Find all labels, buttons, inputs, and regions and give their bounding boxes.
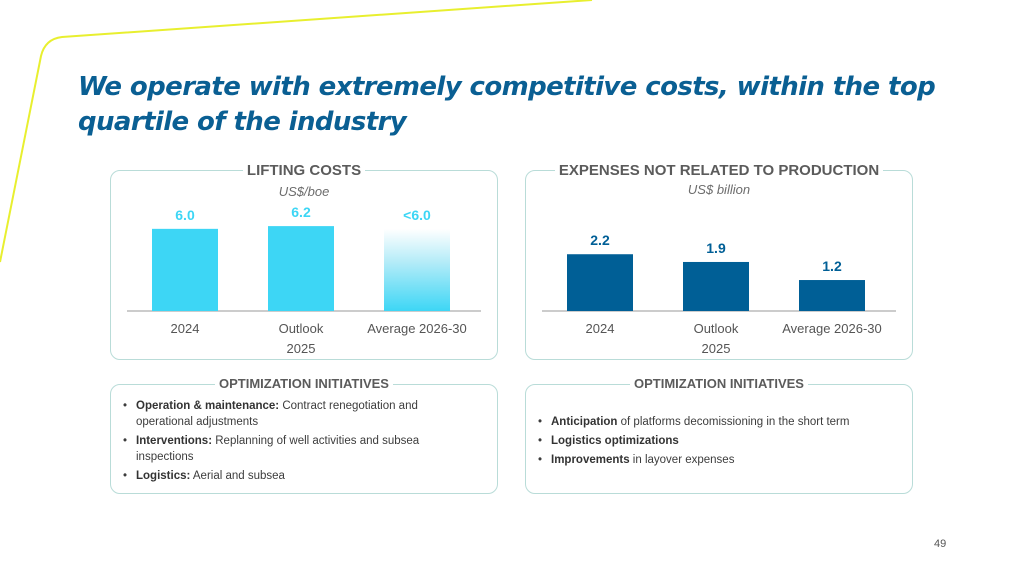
initiatives-right-title: OPTIMIZATION INITIATIVES [526, 376, 912, 392]
initiatives-right-panel: OPTIMIZATION INITIATIVES Anticipation of… [525, 376, 913, 494]
initiatives-left-title: OPTIMIZATION INITIATIVES [111, 376, 497, 392]
list-item: Anticipation of platforms decomissioning… [536, 414, 906, 430]
lifting-costs-chart: 6.0 2024 6.2 Outlook 2025 <6.0 Average 2026-30 [127, 204, 481, 356]
x-tick-label: Outlook 2025 [694, 321, 739, 356]
x-tick-label: Average 2026-30 [367, 321, 467, 336]
bar [567, 254, 633, 311]
bar [384, 228, 450, 311]
initiatives-left-list: Operation & maintenance: Contract renego… [121, 398, 461, 487]
lifting-costs-title: LIFTING COSTS [111, 162, 497, 180]
data-label: 6.2 [291, 204, 311, 220]
bar [268, 226, 334, 311]
data-label: 1.9 [706, 240, 726, 256]
list-item: Interventions: Replanning of well activi… [121, 433, 461, 465]
lifting-costs-panel: LIFTING COSTS US$/boe 6.0 2024 6.2 Outlook 2… [110, 162, 498, 360]
bar [152, 228, 218, 311]
x-tick-label: Outlook 2025 [279, 321, 324, 356]
expenses-panel: EXPENSES NOT RELATED TO PRODUCTION US$ b… [525, 162, 913, 360]
x-tick-label: 2024 [586, 321, 615, 336]
x-tick-label: Average 2026-30 [782, 321, 882, 336]
list-item: Logistics optimizations [536, 433, 906, 449]
page-number: 49 [934, 538, 947, 550]
bar [683, 261, 749, 311]
list-item: Operation & maintenance: Contract renego… [121, 398, 461, 430]
lifting-costs-unit: US$/boe [278, 184, 330, 199]
data-label: 1.2 [822, 258, 842, 274]
list-item: Logistics: Aerial and subsea [121, 468, 461, 484]
data-label: <6.0 [403, 207, 431, 223]
expenses-chart: 2.2 2024 1.9 Outlook 2025 1.2 Average 2026-30 [542, 232, 896, 356]
data-label: 6.0 [175, 207, 195, 223]
bar [799, 280, 865, 311]
x-tick-label: 2024 [171, 321, 200, 336]
expenses-unit: US$ billion [687, 182, 751, 197]
data-label: 2.2 [590, 232, 610, 248]
page-title: We operate with extremely competitive co… [78, 72, 936, 137]
list-item: Improvements in layover expenses [536, 452, 906, 468]
expenses-title: EXPENSES NOT RELATED TO PRODUCTION [526, 162, 912, 180]
initiatives-left-panel: OPTIMIZATION INITIATIVES Operation & mai… [110, 376, 498, 494]
initiatives-right-list: Anticipation of platforms decomissioning… [536, 414, 906, 471]
